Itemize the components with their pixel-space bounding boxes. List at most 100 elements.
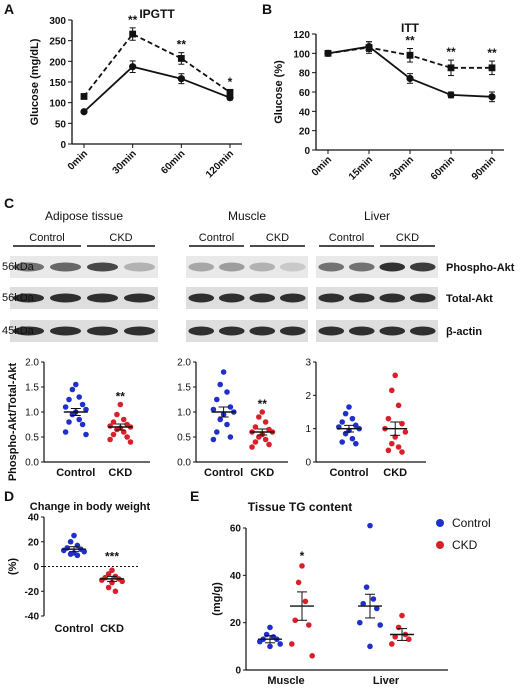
a-x-tick-label: 120min bbox=[204, 148, 236, 180]
c-quant-2-x-label: CKD bbox=[250, 467, 274, 479]
c-quant-1-ckd-point bbox=[124, 434, 130, 440]
e-liver-control-point bbox=[374, 605, 380, 612]
b-significance: ** bbox=[446, 45, 456, 59]
blot-band bbox=[348, 262, 375, 272]
blot-band bbox=[379, 293, 406, 303]
b-x-tick-label: 15min bbox=[347, 154, 375, 182]
panel-letter-a: A bbox=[4, 1, 14, 17]
panel-b-chart: ITT Glucose (%) 0 20 40 60 80 100 120 0min 15min 30… bbox=[273, 21, 504, 183]
a-significance: ** bbox=[128, 13, 138, 27]
d-control-point bbox=[71, 532, 77, 539]
blot-band bbox=[49, 262, 82, 272]
c-quant-1-control-point bbox=[79, 401, 86, 408]
blot-band bbox=[348, 326, 375, 336]
b-x-tick-label: 90min bbox=[470, 154, 498, 182]
c-quant-1-ckd-point bbox=[127, 439, 134, 445]
panel-letter-d: D bbox=[4, 488, 14, 504]
blot-band bbox=[12, 293, 45, 303]
panel-letter-b: B bbox=[262, 1, 272, 17]
c-quant-1-ckd-point bbox=[107, 436, 113, 443]
blot-protein-label: Phospho-Akt bbox=[446, 262, 515, 274]
b-x-tick-label: 0min bbox=[310, 154, 334, 178]
c-quant-1-ckd-point bbox=[117, 401, 124, 408]
b-y-tick-label: 0 bbox=[304, 146, 310, 157]
e-liver-ckd-point bbox=[399, 612, 405, 619]
panel-e-chart: Tissue TG content 0 20 40 60 Muscle * Liver (mg/… bbox=[211, 500, 491, 687]
c-quant-3-ckd-point bbox=[392, 372, 399, 379]
blot-band bbox=[12, 262, 45, 272]
blot-band bbox=[409, 262, 436, 272]
blot-band bbox=[218, 262, 245, 272]
c-quant-3-control-point bbox=[349, 415, 356, 422]
a-significance: * bbox=[228, 75, 233, 89]
d-control-point bbox=[61, 547, 67, 554]
d-title: Change in body weight bbox=[30, 501, 151, 513]
c-quant-3-control-point bbox=[346, 404, 352, 410]
d-x-label: CKD bbox=[100, 623, 124, 635]
blot-band bbox=[123, 293, 156, 303]
blot-protein-label: Total-Akt bbox=[446, 293, 493, 305]
blot-group-label: Control bbox=[329, 232, 364, 244]
blot-group-label: CKD bbox=[109, 232, 132, 244]
e-legend-label: CKD bbox=[452, 538, 478, 552]
e-legend-marker bbox=[436, 519, 444, 527]
a-point bbox=[129, 30, 137, 38]
b-significance: ** bbox=[487, 46, 497, 60]
e-y-tick-label: 0 bbox=[235, 666, 241, 677]
e-muscle-x-label: Muscle bbox=[267, 675, 304, 687]
e-liver-control-point bbox=[370, 596, 377, 602]
blot-band bbox=[409, 293, 436, 303]
blot-strip bbox=[10, 320, 158, 342]
a-point bbox=[177, 55, 185, 62]
d-y-tick-label: -20 bbox=[25, 587, 40, 598]
c-quant-2-ckd-point bbox=[259, 409, 266, 415]
a-point bbox=[226, 94, 234, 102]
a-y-tick-label: 150 bbox=[49, 78, 66, 89]
c-quant-1-control-point bbox=[62, 429, 69, 435]
blot-band bbox=[86, 293, 119, 303]
d-y-tick-label: 20 bbox=[28, 537, 40, 548]
e-y-tick-label: 40 bbox=[230, 571, 242, 582]
c-quant-3-control-point bbox=[349, 435, 356, 442]
blot-group-label: Control bbox=[199, 232, 234, 244]
e-muscle-control-point bbox=[267, 643, 273, 650]
a-y-axis-label: Glucose (mg/dL) bbox=[29, 38, 41, 125]
e-y-tick-label: 20 bbox=[230, 618, 242, 629]
a-x-tick-label: 60min bbox=[159, 148, 187, 176]
blot-strip bbox=[186, 287, 308, 309]
e-liver-ckd-point bbox=[406, 636, 412, 643]
b-point bbox=[447, 91, 455, 99]
c-quant-2-ckd-point bbox=[252, 439, 259, 445]
d-ckd-point bbox=[105, 584, 112, 591]
c-quant-3-x-label: CKD bbox=[383, 467, 407, 479]
c-quant-3-control-point bbox=[339, 439, 346, 445]
e-muscle-ckd-point bbox=[306, 622, 312, 628]
d-ckd-point bbox=[112, 588, 119, 595]
c-quant-2-control-point bbox=[227, 404, 234, 410]
blot-band bbox=[379, 326, 406, 336]
b-point bbox=[365, 44, 373, 51]
a-title: IPGTT bbox=[139, 7, 175, 21]
a-y-tick-label: 100 bbox=[49, 99, 66, 110]
blot-band bbox=[249, 262, 276, 272]
blot-band bbox=[348, 293, 375, 303]
blot-band bbox=[188, 326, 215, 336]
blot-strip bbox=[10, 256, 158, 278]
blot-band bbox=[188, 262, 215, 272]
blot-group-label: Control bbox=[29, 232, 64, 244]
c-quant-1-control-point bbox=[69, 386, 76, 393]
e-liver-ckd-point bbox=[395, 624, 402, 631]
e-muscle-control-point bbox=[257, 638, 263, 645]
b-y-tick-label: 20 bbox=[299, 127, 311, 138]
e-liver-control-point bbox=[357, 619, 363, 626]
c-quant-2-ckd-point bbox=[262, 436, 269, 443]
c-quant-2-x-label: Control bbox=[204, 467, 243, 479]
e-y-tick-label: 60 bbox=[230, 524, 242, 535]
c-quant-1-y-tick-label: 0.5 bbox=[25, 433, 39, 444]
a-point bbox=[129, 63, 137, 71]
a-significance: ** bbox=[177, 38, 187, 52]
c-quant-3-control-point bbox=[353, 440, 359, 447]
a-y-tick-label: 300 bbox=[49, 16, 66, 27]
c-quant-3-control-point bbox=[339, 419, 346, 425]
